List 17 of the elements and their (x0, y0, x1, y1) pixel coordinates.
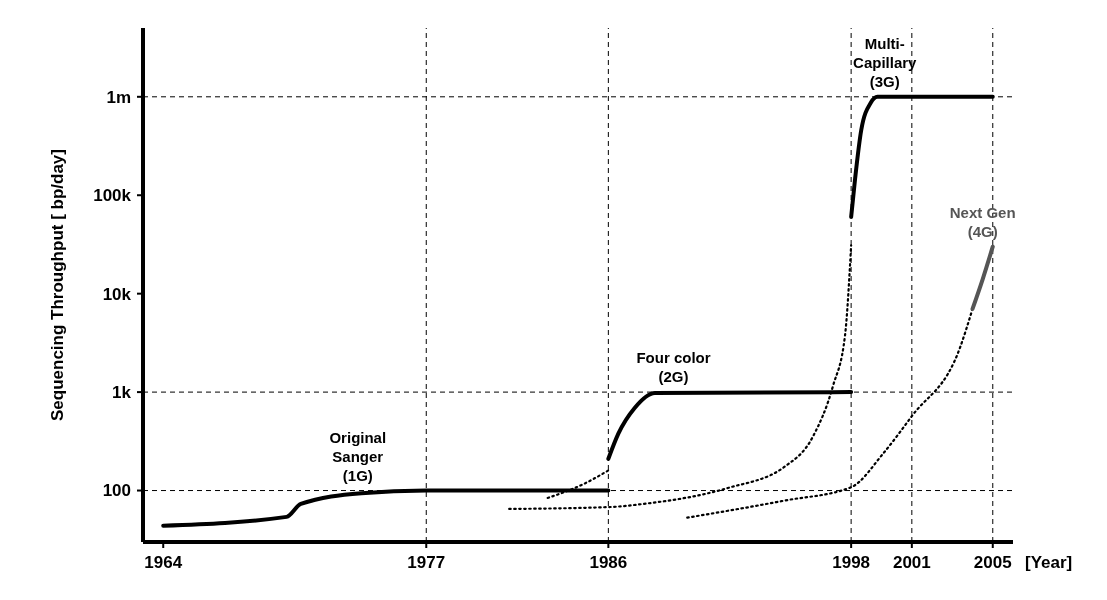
x-tick-label: 1977 (407, 553, 446, 572)
x-tick-label: 1986 (589, 553, 628, 572)
y-axis-title: Sequencing Throughput [ bp/day] (48, 149, 67, 421)
y-tick-label: 100k (93, 186, 132, 206)
x-tick-label: 1964 (144, 553, 183, 572)
series-label: Four color (2G) (636, 349, 711, 386)
y-tick-label: 100 (102, 481, 131, 501)
x-axis-title: [Year] (1025, 553, 1073, 572)
x-tick-label: 1998 (832, 553, 871, 572)
x-tick-label: 2005 (973, 553, 1012, 572)
y-tick-label: 1m (106, 87, 131, 107)
series-label: Original Sanger (1G) (329, 428, 387, 484)
y-tick-label: 10k (102, 284, 132, 304)
series-label: Next Gen (4G) (949, 203, 1016, 240)
x-tick-label: 2001 (892, 553, 931, 572)
series-label: Multi-Capillary (3G) (853, 34, 918, 90)
y-tick-label: 1k (112, 383, 132, 403)
